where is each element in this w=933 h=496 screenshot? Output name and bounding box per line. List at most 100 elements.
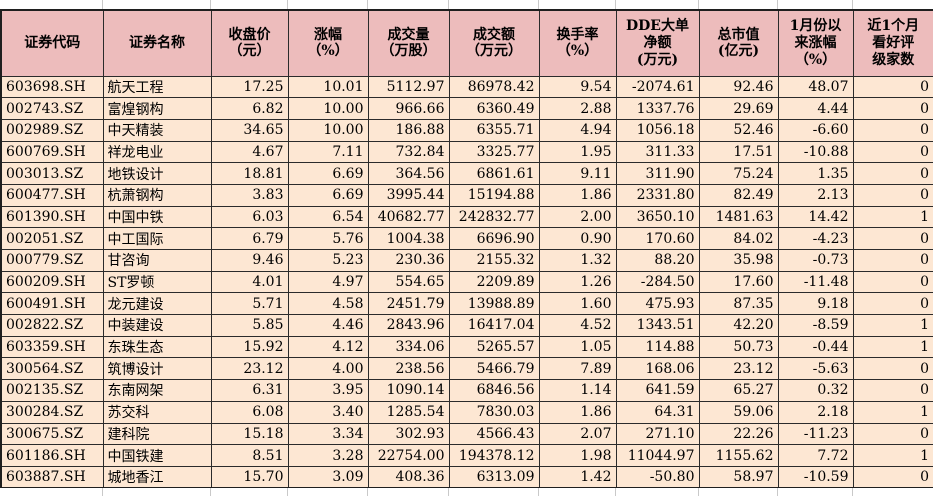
sheet-gridline <box>210 0 211 9</box>
table-row: 603359.SH 东珠生态 15.92 4.12 334.06 5265.57 1.05 1… <box>0 335 933 359</box>
table-cell-rating_cnt: 0 <box>852 183 933 207</box>
table-cell-ytd_jan: 1.35 <box>777 162 854 185</box>
table-cell-change_pct: 5.76 <box>287 227 369 250</box>
table-cell-rating_cnt: 1 <box>852 335 933 359</box>
table-cell-name: 祥龙电业 <box>102 140 212 164</box>
column-header-code: 证券代码 <box>0 9 104 77</box>
table-cell-turnover: 5265.57 <box>448 335 540 359</box>
table-cell-turn_rate: 2.00 <box>538 205 617 229</box>
sheet-gridline <box>777 0 778 9</box>
table-cell-rating_cnt: 0 <box>852 379 933 402</box>
table-cell-change_pct: 3.34 <box>287 422 369 446</box>
table-cell-volume: 5112.97 <box>367 75 450 99</box>
table-row: 601186.SH 中国铁建 8.51 3.28 22754.00 194378.12 1.… <box>0 444 933 467</box>
table-cell-rating_cnt: 0 <box>852 270 933 294</box>
table-cell-code: 300284.SZ <box>0 400 104 424</box>
table-cell-dde_net: 1056.18 <box>615 118 700 142</box>
table-cell-name: 地铁设计 <box>102 162 212 185</box>
table-cell-dde_net: -50.80 <box>615 465 700 489</box>
table-cell-code: 300564.SZ <box>0 357 104 381</box>
table-cell-rating_cnt: 0 <box>852 357 933 381</box>
table-cell-code: 000779.SZ <box>0 249 104 272</box>
table-cell-change_pct: 10.00 <box>287 118 369 142</box>
table-cell-close: 8.51 <box>210 444 289 467</box>
table-cell-dde_net: 11044.97 <box>615 444 700 467</box>
table-cell-market_cap: 1481.63 <box>698 205 779 229</box>
sheet-gridline <box>367 0 368 9</box>
table-cell-ytd_jan: 4.44 <box>777 97 854 120</box>
sheet-gridline <box>615 488 616 496</box>
table-cell-ytd_jan: 7.72 <box>777 444 854 467</box>
table-row: 002135.SZ 东南网架 6.31 3.95 1090.14 6846.56 1.14 6… <box>0 379 933 402</box>
table-cell-ytd_jan: 2.13 <box>777 183 854 207</box>
table-cell-name: 建科院 <box>102 422 212 446</box>
table-cell-rating_cnt: 1 <box>852 400 933 424</box>
table-cell-dde_net: 64.31 <box>615 400 700 424</box>
table-cell-turnover: 6360.49 <box>448 97 540 120</box>
table-cell-name: 东珠生态 <box>102 335 212 359</box>
table-row: 603698.SH 航天工程 17.25 10.01 5112.97 86978.42 9.… <box>0 75 933 99</box>
table-cell-market_cap: 42.20 <box>698 314 779 337</box>
table-cell-ytd_jan: -10.59 <box>777 465 854 489</box>
table-cell-close: 3.83 <box>210 183 289 207</box>
table-row: 002989.SZ 中天精装 34.65 10.00 186.88 6355.71 4.94… <box>0 118 933 142</box>
table-cell-turnover: 242832.77 <box>448 205 540 229</box>
table-cell-dde_net: 168.06 <box>615 357 700 381</box>
table-cell-market_cap: 87.35 <box>698 292 779 316</box>
table-cell-ytd_jan: -4.23 <box>777 227 854 250</box>
table-cell-change_pct: 4.12 <box>287 335 369 359</box>
table-cell-change_pct: 6.69 <box>287 162 369 185</box>
table-cell-dde_net: 2331.80 <box>615 183 700 207</box>
table-cell-rating_cnt: 1 <box>852 314 933 337</box>
table-cell-close: 34.65 <box>210 118 289 142</box>
table-row: 000779.SZ 甘咨询 9.46 5.23 230.36 2155.32 1.32 88.… <box>0 249 933 272</box>
table-cell-change_pct: 4.00 <box>287 357 369 381</box>
table-cell-turn_rate: 1.86 <box>538 400 617 424</box>
table-cell-turnover: 6696.90 <box>448 227 540 250</box>
table-cell-close: 4.67 <box>210 140 289 164</box>
table-cell-rating_cnt: 0 <box>852 140 933 164</box>
table-cell-close: 23.12 <box>210 357 289 381</box>
column-header-turn_rate: 换手率 （%） <box>538 9 617 77</box>
table-cell-code: 002989.SZ <box>0 118 104 142</box>
column-header-close: 收盘价 （元） <box>210 9 289 77</box>
table-cell-close: 6.03 <box>210 205 289 229</box>
table-cell-volume: 1004.38 <box>367 227 450 250</box>
table-cell-volume: 334.06 <box>367 335 450 359</box>
sheet-gridline <box>698 488 699 496</box>
table-cell-close: 15.18 <box>210 422 289 446</box>
table-cell-turn_rate: 2.07 <box>538 422 617 446</box>
column-header-ytd_jan: 1月份以 来涨幅 （%） <box>777 9 854 77</box>
table-cell-code: 003013.SZ <box>0 162 104 185</box>
table-cell-change_pct: 5.23 <box>287 249 369 272</box>
table-cell-close: 5.85 <box>210 314 289 337</box>
table-cell-turn_rate: 4.94 <box>538 118 617 142</box>
table-cell-turnover: 5466.79 <box>448 357 540 381</box>
table-cell-change_pct: 7.11 <box>287 140 369 164</box>
table-cell-turnover: 13988.89 <box>448 292 540 316</box>
table-cell-change_pct: 6.69 <box>287 183 369 207</box>
table-cell-change_pct: 10.00 <box>287 97 369 120</box>
table-cell-rating_cnt: 0 <box>852 422 933 446</box>
sheet-gridline <box>210 488 211 496</box>
table-cell-rating_cnt: 0 <box>852 75 933 99</box>
sheet-gridline <box>538 488 539 496</box>
table-cell-rating_cnt: 0 <box>852 227 933 250</box>
table-cell-close: 6.79 <box>210 227 289 250</box>
table-cell-ytd_jan: -0.44 <box>777 335 854 359</box>
table-cell-turn_rate: 1.32 <box>538 249 617 272</box>
table-cell-turn_rate: 0.90 <box>538 227 617 250</box>
table-cell-name: 城地香江 <box>102 465 212 489</box>
sheet-gridline <box>287 0 288 9</box>
table-cell-code: 600477.SH <box>0 183 104 207</box>
table-cell-code: 601390.SH <box>0 205 104 229</box>
table-cell-volume: 302.93 <box>367 422 450 446</box>
table-cell-close: 17.25 <box>210 75 289 99</box>
table-cell-volume: 238.56 <box>367 357 450 381</box>
sheet-gridline <box>852 0 853 9</box>
table-row: 600209.SH ST罗顿 4.01 4.97 554.65 2209.89 1.26 -2… <box>0 270 933 294</box>
table-cell-market_cap: 58.97 <box>698 465 779 489</box>
table-cell-turn_rate: 1.05 <box>538 335 617 359</box>
table-cell-code: 603887.SH <box>0 465 104 489</box>
